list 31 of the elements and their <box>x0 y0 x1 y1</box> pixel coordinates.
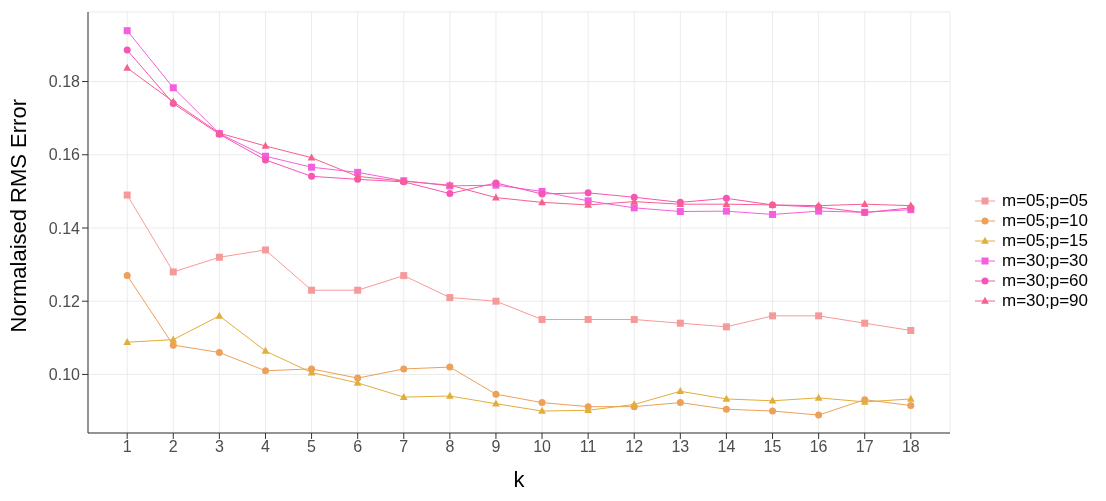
x-tick-label: 11 <box>579 438 597 456</box>
x-tick-label: 7 <box>399 438 409 456</box>
y-axis-title: Normalaised RMS Error <box>5 99 31 333</box>
y-tick-label: 0.16 <box>48 146 81 164</box>
x-tick-label: 3 <box>214 438 224 456</box>
legend-label: m=05;p=05 <box>1001 190 1088 211</box>
legend-label: m=30;p=60 <box>1001 270 1088 291</box>
x-tick-label: 13 <box>671 438 690 456</box>
x-tick-label: 14 <box>717 438 736 456</box>
x-tick-label: 1 <box>122 438 132 456</box>
x-tick-label: 10 <box>533 438 552 456</box>
legend-label: m=05;p=10 <box>1001 210 1088 231</box>
x-tick-label: 16 <box>809 438 828 456</box>
x-tick-label: 6 <box>353 438 363 456</box>
y-tick-label: 0.18 <box>48 73 81 91</box>
x-tick-label: 8 <box>445 438 455 456</box>
legend-label: m=30;p=90 <box>1001 290 1088 311</box>
x-tick-label: 5 <box>307 438 317 456</box>
y-tick-label: 0.10 <box>48 366 81 384</box>
x-axis-title: k <box>513 467 526 492</box>
x-tick-label: 9 <box>491 438 501 456</box>
y-tick-label: 0.12 <box>48 292 81 310</box>
legend-label: m=30;p=30 <box>1001 250 1088 271</box>
x-tick-label: 18 <box>901 438 920 456</box>
x-tick-label: 2 <box>168 438 178 456</box>
legend-label: m=05;p=15 <box>1001 230 1088 251</box>
x-tick-label: 12 <box>625 438 644 456</box>
x-tick-label: 15 <box>763 438 782 456</box>
x-tick-label: 4 <box>261 438 271 456</box>
y-tick-label: 0.14 <box>48 219 81 237</box>
x-tick-label: 17 <box>855 438 874 456</box>
